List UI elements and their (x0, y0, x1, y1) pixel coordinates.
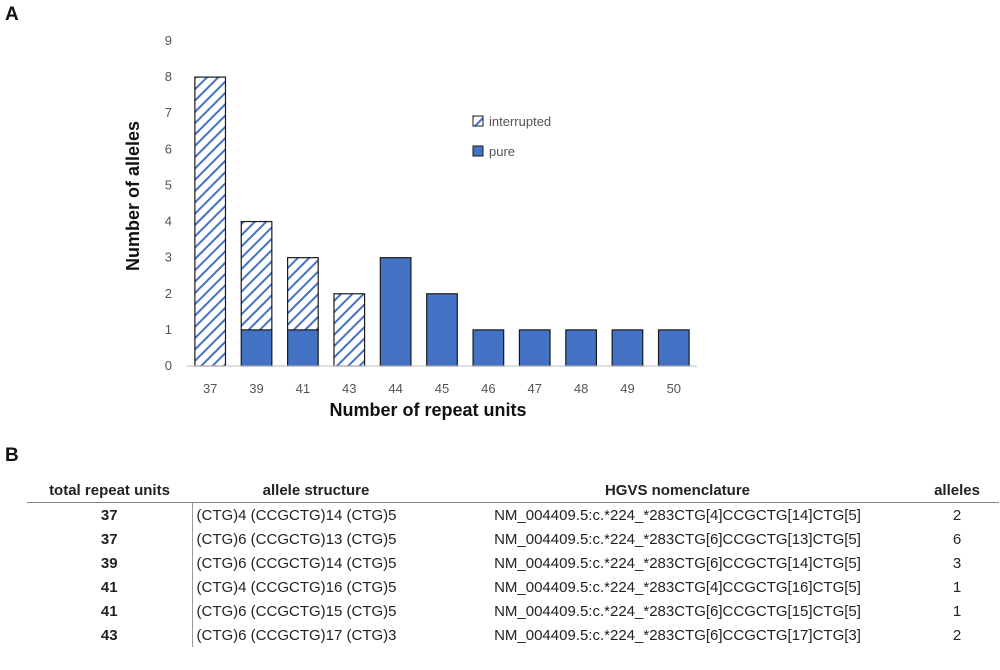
header-alleles: alleles (915, 478, 999, 503)
bar-pure (426, 293, 458, 367)
bar-interrupted (333, 293, 366, 367)
legend-label-interrupted: interrupted (489, 114, 551, 129)
bar-interrupted (240, 220, 273, 331)
alleles-cell: 6 (952, 530, 962, 548)
y-tick-label: 3 (165, 250, 172, 265)
bar-pure (379, 257, 412, 367)
x-axis-title: Number of repeat units (329, 400, 526, 420)
bar-pure (611, 329, 644, 367)
y-tick-label: 8 (165, 69, 172, 84)
y-tick-label: 2 (165, 286, 172, 301)
total-repeat-units-cell: 39 (100, 554, 118, 572)
x-tick-label: 45 (435, 381, 449, 396)
x-tick-label: 48 (574, 381, 588, 396)
x-tick-label: 43 (342, 381, 356, 396)
table-row: 37 (CTG)4 (CCGCTG)14 (CTG)5 NM_004409.5:c.… (27, 502, 999, 527)
x-tick-label: 46 (481, 381, 495, 396)
x-tick-label: 50 (667, 381, 681, 396)
legend-swatch-interrupted (472, 115, 484, 127)
x-tick-label: 47 (527, 381, 541, 396)
table-row: 43 (CTG)6 (CCGCTG)17 (CTG)3 NM_004409.5:c.… (27, 623, 999, 647)
panel-a-label: A (5, 4, 19, 25)
hgvs-nomenclature-cell: NM_004409.5:c.*224_*283CTG[6]CCGCTG[14]C… (494, 554, 861, 572)
x-tick-label: 37 (203, 381, 217, 396)
x-tick-label: 41 (296, 381, 310, 396)
y-axis-ticks: 0 1 2 3 4 5 6 7 8 9 (165, 33, 172, 373)
total-repeat-units-cell: 43 (100, 626, 118, 644)
legend: interrupted pure (472, 114, 551, 159)
alleles-cell: 2 (952, 626, 962, 644)
header-allele-structure: allele structure (192, 478, 440, 503)
total-repeat-units-cell: 37 (100, 506, 118, 524)
x-axis-ticks: 37 39 41 43 44 45 46 47 48 49 50 (203, 381, 681, 396)
bar-pure (240, 329, 273, 367)
bar-pure (287, 329, 319, 367)
legend-label-pure: pure (489, 144, 515, 159)
repeat-units-table: total repeat units allele structure HGVS… (27, 478, 999, 647)
total-repeat-units-cell: 41 (100, 602, 118, 620)
table-row: 39 (CTG)6 (CCGCTG)14 (CTG)5 NM_004409.5:c.… (27, 551, 999, 575)
hgvs-nomenclature-cell: NM_004409.5:c.*224_*283CTG[6]CCGCTG[17]C… (494, 626, 861, 644)
table-header-row: total repeat units allele structure HGVS… (27, 478, 999, 503)
y-tick-label: 1 (165, 322, 172, 337)
allele-structure-cell: (CTG)6 (CCGCTG)14 (CTG)5 (191, 551, 440, 575)
y-tick-label: 9 (165, 33, 172, 48)
header-total-repeat-units: total repeat units (27, 478, 192, 503)
x-tick-label: 49 (620, 381, 634, 396)
y-axis-title: Number of alleles (123, 121, 143, 271)
hgvs-nomenclature-cell: NM_004409.5:c.*224_*283CTG[4]CCGCTG[14]C… (494, 506, 861, 524)
bar-pure (518, 329, 551, 367)
allele-structure-cell: (CTG)6 (CCGCTG)15 (CTG)5 (191, 599, 440, 623)
x-tick-label: 39 (249, 381, 263, 396)
header-hgvs-nomenclature: HGVS nomenclature (440, 478, 915, 503)
allele-structure-cell: (CTG)6 (CCGCTG)13 (CTG)5 (191, 527, 440, 551)
total-repeat-units-cell: 41 (100, 578, 118, 596)
alleles-cell: 3 (952, 554, 962, 572)
legend-swatch-pure (472, 145, 484, 157)
allele-structure-cell: (CTG)4 (CCGCTG)16 (CTG)5 (191, 575, 440, 599)
bar-pure (565, 329, 597, 367)
y-tick-label: 4 (165, 214, 172, 229)
hgvs-nomenclature-cell: NM_004409.5:c.*224_*283CTG[6]CCGCTG[15]C… (494, 602, 861, 620)
bar-interrupted (194, 76, 227, 367)
bars-group (194, 76, 690, 367)
alleles-cell: 1 (952, 578, 962, 596)
bar-interrupted (287, 257, 319, 331)
allele-structure-cell: (CTG)4 (CCGCTG)14 (CTG)5 (191, 502, 440, 527)
table-row: 37 (CTG)6 (CCGCTG)13 (CTG)5 NM_004409.5:c.… (27, 527, 999, 551)
table-row: 41 (CTG)4 (CCGCTG)16 (CTG)5 NM_004409.5:c.… (27, 575, 999, 599)
y-tick-label: 7 (165, 105, 172, 120)
table-row: 41 (CTG)6 (CCGCTG)15 (CTG)5 NM_004409.5:c.… (27, 599, 999, 623)
alleles-cell: 1 (952, 602, 962, 620)
total-repeat-units-cell: 37 (100, 530, 118, 548)
x-tick-label: 44 (388, 381, 402, 396)
hgvs-nomenclature-cell: NM_004409.5:c.*224_*283CTG[6]CCGCTG[13]C… (494, 530, 861, 548)
y-tick-label: 0 (165, 358, 172, 373)
hgvs-nomenclature-cell: NM_004409.5:c.*224_*283CTG[4]CCGCTG[16]C… (494, 578, 861, 596)
y-tick-label: 5 (165, 177, 172, 192)
bar-pure (657, 329, 690, 367)
bar-pure (472, 329, 505, 367)
allele-structure-cell: (CTG)6 (CCGCTG)17 (CTG)3 (191, 623, 440, 647)
alleles-cell: 2 (952, 506, 962, 524)
y-tick-label: 6 (165, 141, 172, 156)
panel-b-label: B (5, 445, 19, 466)
